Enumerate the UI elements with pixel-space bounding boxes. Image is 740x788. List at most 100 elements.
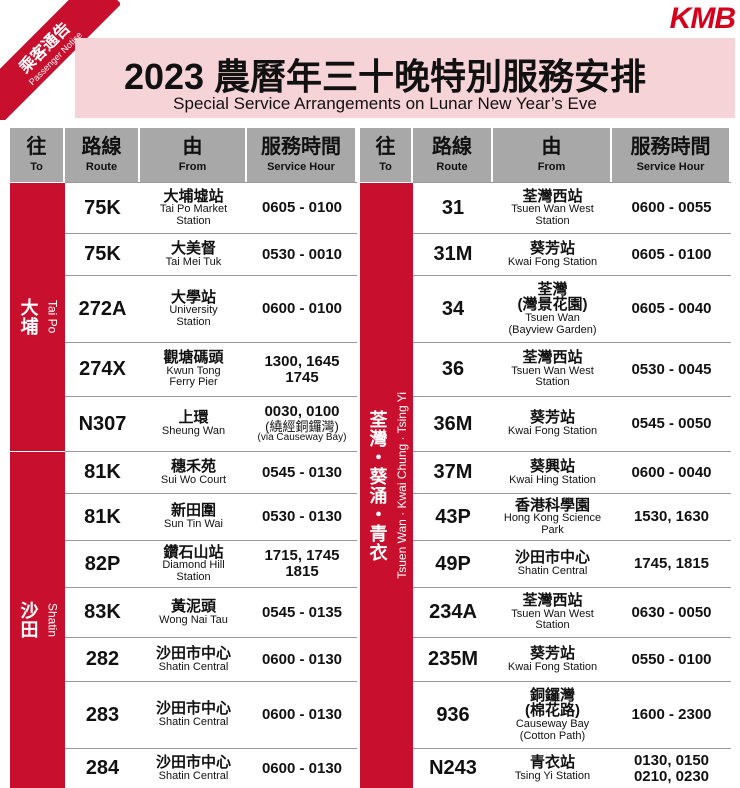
column-header-zh: 由	[182, 135, 203, 158]
route: 43P	[435, 505, 471, 528]
from-en: Causeway Bay	[515, 718, 590, 731]
from-zh: 葵芳站	[529, 239, 575, 257]
service-hours: 1745, 1815	[633, 555, 710, 573]
service-hours: 1530, 1630	[633, 508, 710, 526]
column-header-en: From	[537, 160, 566, 173]
service-hours: 0605 - 0100	[631, 245, 712, 263]
from-cell: 上環 Sheung Wan	[140, 396, 247, 451]
column-header: 往 To	[360, 128, 413, 182]
from-cell: 荃灣西站 Tsuen Wan West Station	[493, 182, 612, 233]
hours-cell: 1300, 1645 1745	[247, 342, 357, 396]
destination-cell: 沙田 Shatin	[10, 451, 65, 788]
from-en: Station	[535, 214, 570, 227]
route: 36	[441, 358, 465, 380]
column-header-zh: 由	[541, 135, 562, 158]
service-hours: 1715, 1745	[264, 547, 340, 565]
route: 284	[85, 757, 120, 779]
from-en: (Cotton Path)	[519, 729, 586, 742]
column-header-en: Service Hour	[267, 160, 335, 173]
hours-cell: 0550 - 0100	[612, 637, 731, 681]
from-en: Tsuen Wan West	[511, 607, 594, 620]
hours-cell: 0600 - 0100	[247, 275, 357, 342]
service-hours: 0605 - 0040	[631, 300, 712, 318]
from-en: Park	[541, 523, 564, 536]
from-zh: 沙田市中心	[514, 549, 590, 567]
hours-cell: 0630 - 0050	[612, 587, 731, 637]
hours-cell: 1600 - 2300	[612, 681, 731, 748]
route: 81K	[84, 505, 121, 528]
hours-cell: 0530 - 0045	[612, 342, 731, 396]
from-zh: 荃灣西站	[522, 592, 583, 610]
from-zh: 香港科學園	[514, 496, 590, 514]
hours-cell: 0600 - 0130	[247, 681, 357, 748]
route: 37M	[433, 461, 473, 483]
service-hours: 0630 - 0050	[631, 603, 712, 621]
service-hours: 0550 - 0100	[631, 650, 712, 668]
from-cell: 荃灣 (灣景花園) Tsuen Wan (Bayview Garden)	[493, 275, 612, 342]
route-cell: 49P	[413, 540, 493, 587]
hours-cell: 0605 - 0040	[612, 275, 731, 342]
hours-cell: 0545 - 0130	[247, 451, 357, 493]
service-hours: 0545 - 0130	[261, 463, 343, 481]
from-zh: 大美督	[170, 239, 216, 257]
route-cell: 34	[413, 275, 493, 342]
route-cell: 274X	[65, 342, 140, 396]
route: 274X	[79, 358, 126, 380]
from-en: Kwai Fong Station	[507, 255, 598, 268]
column-header: 往 To	[10, 128, 65, 182]
from-en: Station	[176, 315, 211, 328]
from-zh: 沙田市中心	[155, 753, 231, 771]
from-cell: 沙田市中心 Shatin Central	[140, 637, 247, 681]
column-header-en: Service Hour	[636, 160, 705, 173]
from-en: Station	[176, 570, 211, 583]
from-zh: 青衣站	[529, 753, 575, 771]
service-hours: 0030, 0100	[264, 403, 340, 421]
route: 82P	[84, 552, 121, 575]
from-zh: 荃灣	[537, 280, 568, 298]
service-hours: 0600 - 0100	[261, 300, 343, 318]
service-hours: 0545 - 0135	[261, 603, 343, 621]
from-cell: 大埔墟站 Tai Po Market Station	[140, 182, 247, 233]
route: N307	[78, 412, 127, 435]
route-cell: 282	[65, 637, 140, 681]
from-en: Kwun Tong	[166, 364, 221, 377]
route: 234A	[429, 601, 477, 623]
from-zh: 沙田市中心	[155, 700, 231, 718]
route-cell: 284	[65, 748, 140, 788]
column-header: 路線 Route	[65, 128, 140, 182]
from-cell: 荃灣西站 Tsuen Wan West Station	[493, 342, 612, 396]
route: 272A	[78, 297, 127, 320]
service-hours: 0130, 0150	[633, 751, 710, 769]
hours-cell: 0605 - 0100	[247, 182, 357, 233]
from-cell: 葵興站 Kwai Hing Station	[493, 451, 612, 493]
title-band	[75, 38, 735, 118]
column-header-zh: 服務時間	[261, 135, 341, 158]
service-hours: 0530 - 0130	[261, 508, 343, 526]
from-en: Tsing Yi Station	[514, 769, 591, 782]
route-cell: N243	[413, 748, 493, 788]
from-zh: 銅鑼灣	[529, 686, 575, 704]
route-cell: 234A	[413, 587, 493, 637]
service-hours: 0530 - 0010	[261, 245, 343, 263]
column-header-en: To	[30, 160, 43, 173]
service-hours: 1745	[285, 368, 319, 386]
route-cell: 75K	[65, 233, 140, 275]
from-en: Kwai Hing Station	[509, 473, 596, 486]
from-zh: 黃泥頭	[170, 597, 216, 615]
route-cell: 235M	[413, 637, 493, 681]
service-hours: 0605 - 0100	[261, 199, 343, 217]
destination-zh: 荃灣・葵涌・青衣	[367, 409, 388, 562]
route: 75K	[84, 243, 121, 265]
hours-cell: 0545 - 0135	[247, 587, 357, 637]
from-en: Diamond Hill	[162, 559, 225, 572]
route-cell: 81K	[65, 493, 140, 540]
service-hours: 0600 - 0130	[261, 759, 343, 777]
hours-cell: 0605 - 0100	[612, 233, 731, 275]
column-header-zh: 往	[375, 135, 396, 158]
service-hours: 0600 - 0130	[261, 706, 343, 724]
destination-en: Tai Po	[45, 300, 60, 334]
service-hours: 0210, 0230	[633, 767, 710, 785]
column-header: 路線 Route	[413, 128, 493, 182]
from-zh: 荃灣西站	[522, 349, 583, 367]
